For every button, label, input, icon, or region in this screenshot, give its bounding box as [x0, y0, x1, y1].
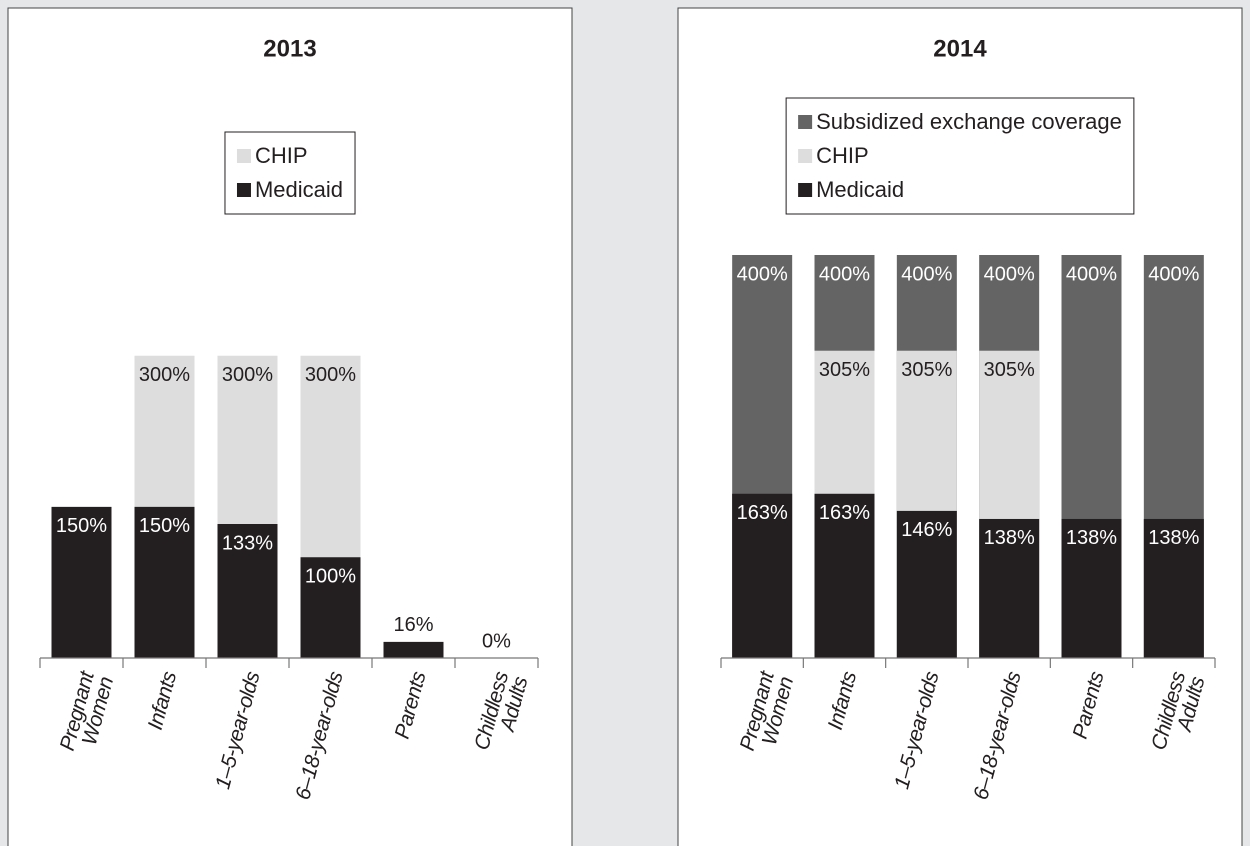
data-label: 400%: [1148, 263, 1199, 285]
legend: Subsidized exchange coverage CHIP Medicaid: [785, 97, 1135, 215]
bar: [51, 506, 112, 658]
bar: [1143, 518, 1204, 658]
data-label: 150%: [56, 515, 107, 537]
bar: [217, 524, 278, 658]
bar: [383, 641, 444, 658]
data-label: 400%: [901, 263, 952, 285]
data-label: 300%: [139, 364, 190, 386]
chart-title: 2014: [933, 35, 987, 62]
data-label: 305%: [984, 359, 1035, 381]
data-label: 400%: [819, 263, 870, 285]
data-label: 400%: [1066, 263, 1117, 285]
data-label: 133%: [222, 532, 273, 554]
data-label: 150%: [139, 515, 190, 537]
legend-swatch: [798, 149, 813, 163]
bar: [134, 506, 195, 658]
data-label: 305%: [819, 359, 870, 381]
legend-swatch: [236, 149, 251, 163]
legend-swatch: [798, 183, 813, 197]
data-label: 163%: [737, 502, 788, 524]
chart-panel: 2014 400% 400% 400% 400% 400% 400% 305% 305% 305%…: [677, 7, 1243, 846]
data-label: 138%: [1066, 527, 1117, 549]
bar: [1061, 518, 1122, 658]
bar: [896, 510, 957, 658]
legend-swatch: [798, 115, 813, 129]
data-label: 16%: [393, 614, 433, 636]
legend-label: Medicaid: [816, 177, 904, 202]
data-label: 300%: [222, 364, 273, 386]
bar: [732, 493, 793, 658]
data-label: 138%: [984, 527, 1035, 549]
legend-box: [785, 97, 1135, 215]
legend: CHIP Medicaid: [224, 131, 356, 215]
bar: [979, 518, 1040, 658]
legend-label: CHIP: [816, 143, 869, 168]
data-label: 138%: [1148, 527, 1199, 549]
chart-panel: 2013 300% 300% 300% 150% 150% 133% 100% 16% 0% CHI…: [7, 7, 573, 846]
legend-label: Medicaid: [255, 177, 343, 202]
legend-swatch: [236, 183, 251, 197]
data-label: 100%: [305, 566, 356, 588]
data-label: 305%: [901, 359, 952, 381]
legend-box: [224, 131, 356, 215]
legend-label: Subsidized exchange coverage: [816, 109, 1122, 134]
bar: [300, 557, 361, 658]
bar: [814, 493, 875, 658]
data-label: 146%: [901, 519, 952, 541]
data-label: 0%: [482, 630, 511, 652]
chart-title: 2013: [263, 35, 316, 62]
legend-label: CHIP: [255, 143, 308, 168]
data-label: 400%: [984, 263, 1035, 285]
data-label: 400%: [737, 263, 788, 285]
data-label: 163%: [819, 502, 870, 524]
data-label: 300%: [305, 364, 356, 386]
